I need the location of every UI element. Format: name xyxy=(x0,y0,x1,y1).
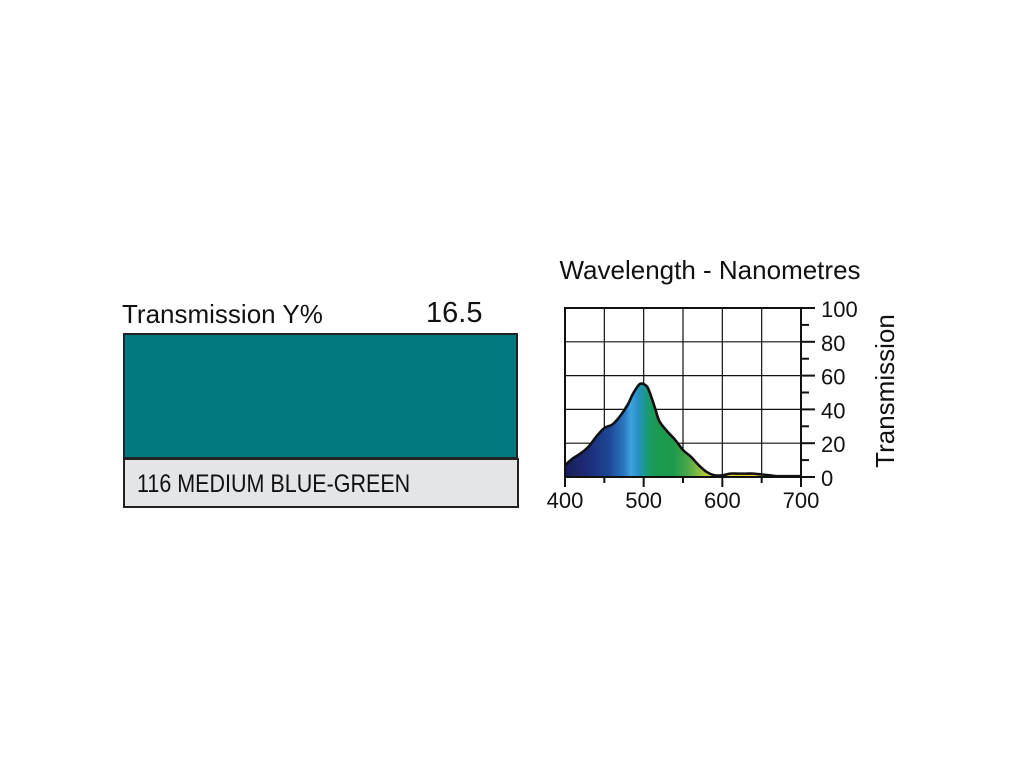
y-tick-label: 100 xyxy=(821,297,858,322)
y-tick-label: 40 xyxy=(821,398,845,423)
y-tick-label: 80 xyxy=(821,331,845,356)
transmission-label: Transmission Y% xyxy=(122,299,323,329)
x-tick-label: 700 xyxy=(783,488,820,513)
filter-name-box: 116 MEDIUM BLUE-GREEN xyxy=(123,458,519,508)
y-axis-label: Transmission xyxy=(870,314,900,468)
x-tick-label: 500 xyxy=(625,488,662,513)
transmission-area xyxy=(565,383,801,477)
y-tick-label: 60 xyxy=(821,365,845,390)
filter-name: 116 MEDIUM BLUE-GREEN xyxy=(137,470,411,498)
y-tick-label: 20 xyxy=(821,432,845,457)
chart-title: Wavelength - Nanometres xyxy=(559,255,860,285)
tick-labels: 0 20 40 60 80 100 400 500 600 700 xyxy=(547,297,858,513)
x-tick-label: 600 xyxy=(704,488,741,513)
transmission-curve xyxy=(564,382,801,478)
x-tick-label: 400 xyxy=(547,488,584,513)
tick-marks xyxy=(564,307,815,487)
transmission-value: 16.5 xyxy=(426,297,483,329)
y-tick-label: 0 xyxy=(821,466,833,491)
